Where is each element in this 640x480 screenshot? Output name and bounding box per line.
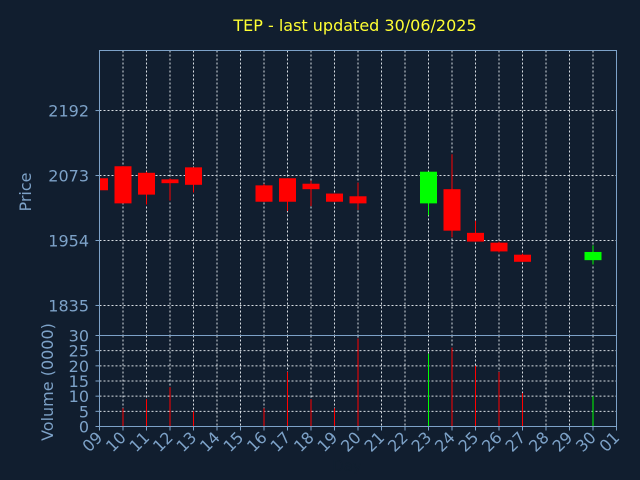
price-y-ticks: 1835 1954 2073 2192 <box>48 102 100 315</box>
candle-body <box>443 189 461 231</box>
candle-body <box>326 193 343 202</box>
candle-body <box>349 196 367 204</box>
price-axis-label: Price <box>16 172 35 211</box>
volume-axis-label: Volume (0000) <box>38 323 57 441</box>
price-tick-label: 1835 <box>48 296 89 315</box>
volume-tick-label: 15 <box>69 372 89 391</box>
volume-bars <box>99 338 594 427</box>
price-gridlines <box>99 50 617 336</box>
candle-body <box>302 183 320 190</box>
candle-body <box>185 167 202 185</box>
volume-tick-label: 10 <box>69 387 89 406</box>
x-axis-label: Day <box>332 457 362 475</box>
price-tick-label: 2073 <box>48 167 89 186</box>
candle-body <box>467 232 484 242</box>
x-tick-label: 01 <box>595 428 623 456</box>
volume-tick-label: 20 <box>69 357 89 376</box>
candle-body <box>161 179 179 184</box>
candle-body <box>420 171 437 204</box>
volume-tick-label: 30 <box>69 327 89 346</box>
candle-body <box>584 251 602 261</box>
candle-body <box>490 242 508 252</box>
volume-tick-label: 5 <box>79 402 89 421</box>
candle-body <box>514 254 531 262</box>
candle-body <box>99 178 108 191</box>
volume-tick-label: 0 <box>79 418 89 437</box>
volume-tick-label: 25 <box>69 342 89 361</box>
price-tick-label: 1954 <box>48 232 89 251</box>
candle-body <box>279 178 296 202</box>
price-tick-label: 2192 <box>48 102 89 121</box>
chart-title: TEP - last updated 30/06/2025 <box>232 16 476 35</box>
price-candles <box>99 154 602 265</box>
candle-body <box>114 166 132 204</box>
x-ticks: 0910111213141516171819202122232425262728… <box>78 426 623 456</box>
candle-body <box>138 172 155 195</box>
candle-body <box>255 185 273 202</box>
